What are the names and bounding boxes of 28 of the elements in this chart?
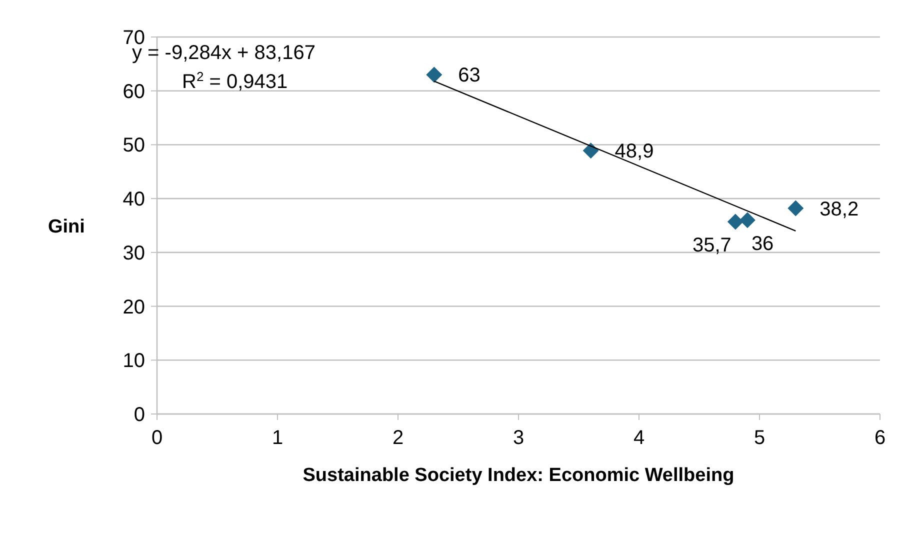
x-tick-label: 3: [512, 427, 524, 449]
point: [788, 200, 804, 216]
data-label: 48,9: [614, 140, 654, 163]
annotation: R$^{2}$ = 0,9431: [182, 68, 288, 93]
y-tick-label: 30: [122, 242, 145, 264]
point: [582, 142, 599, 159]
x-tick-label: 6: [874, 427, 886, 449]
data-label: 35,7: [692, 234, 732, 257]
y-tick-label: 40: [122, 188, 145, 211]
point: [739, 212, 756, 228]
x-tick-label: 0: [151, 427, 163, 449]
point: [426, 66, 442, 83]
y-tick-label: 50: [122, 134, 145, 157]
y-tick-label: 0: [134, 404, 145, 426]
y-tick-label: 10: [122, 350, 145, 372]
x-tick-label: 1: [272, 427, 284, 449]
x-tick-label: 2: [392, 427, 404, 449]
y-tick-label: 70: [122, 27, 145, 49]
x-axis-title: Sustainable Society Index: Economic Wellbeing: [302, 465, 734, 486]
x-tick-label: 5: [754, 427, 766, 449]
data-label: 38,2: [820, 198, 859, 220]
y-axis-title: Gini: [48, 216, 85, 238]
data-label: 36: [751, 233, 774, 256]
y-tick-label: 60: [122, 80, 145, 103]
point: [727, 214, 744, 230]
data-label: 63: [458, 64, 480, 87]
x-tick-label: 4: [633, 427, 645, 449]
y-tick-label: 20: [122, 296, 145, 318]
